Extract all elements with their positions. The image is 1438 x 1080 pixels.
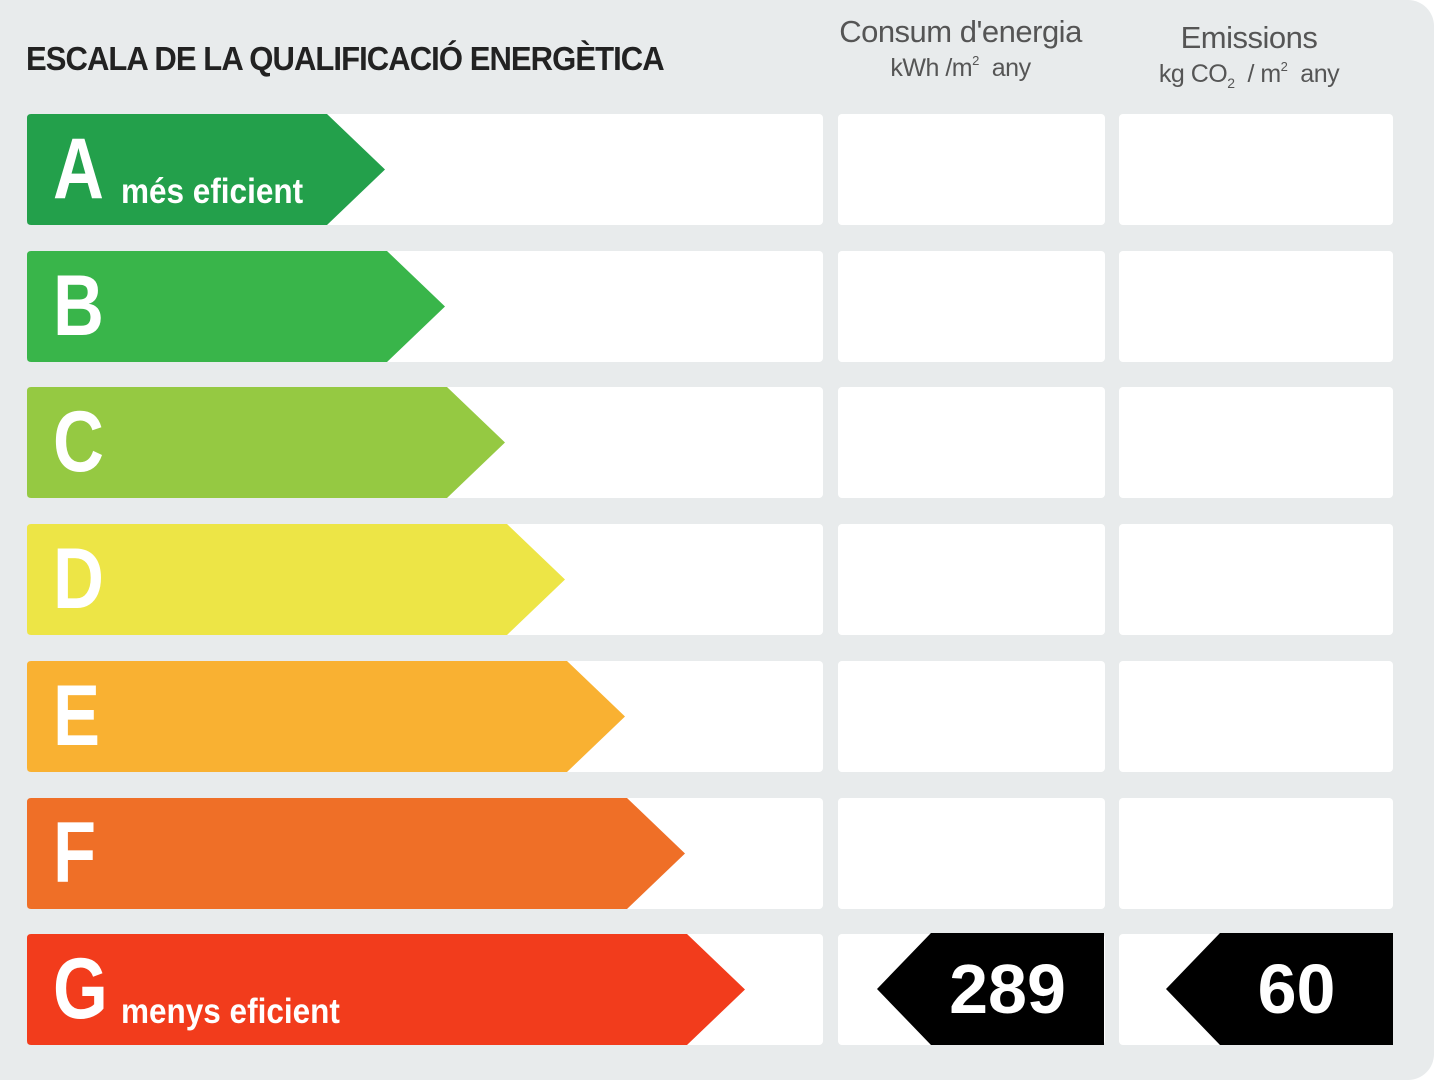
emissions-cell-c: [1119, 387, 1393, 498]
rating-letter-d: D: [53, 531, 104, 627]
rating-arrow-d: [27, 524, 565, 635]
rating-bar-c: C: [27, 387, 505, 498]
energy-cell-d: [838, 524, 1105, 635]
rating-bar-b: B: [27, 251, 445, 362]
energy-cell-e: [838, 661, 1105, 772]
emissions-column-title: Emissions: [1180, 20, 1318, 55]
rating-arrow-a: [27, 114, 385, 225]
energy-cell-c: [838, 387, 1105, 498]
energy-cell-b: [838, 251, 1105, 362]
emissions-column-unit: kg CO2 / m2 any: [1158, 58, 1340, 91]
emissions-cell-d: [1119, 524, 1393, 635]
energy-column-title: Consum d'energia: [839, 14, 1082, 49]
rating-arrow-b: [27, 251, 445, 362]
rating-bar-e: E: [27, 661, 625, 772]
emissions-cell-a: [1119, 114, 1393, 225]
emissions-cell-e: [1119, 661, 1393, 772]
energy-cell-f: [838, 798, 1105, 909]
rating-bar-f: F: [27, 798, 685, 909]
energy-value-badge: 289: [877, 933, 1104, 1045]
rating-arrow-e: [27, 661, 625, 772]
emissions-cell-b: [1119, 251, 1393, 362]
energy-column-header: Consum d'energia kWh /m2 any: [838, 14, 1083, 83]
energy-column-unit: kWh /m2 any: [890, 52, 1031, 82]
rating-bar-d: D: [27, 524, 565, 635]
rating-letter-f: F: [53, 805, 97, 901]
rating-arrow-f: [27, 798, 685, 909]
rating-letter-a: A: [53, 121, 104, 217]
energy-value-badge-value: 289: [949, 950, 1066, 1028]
rating-letter-e: E: [53, 668, 101, 764]
emissions-column-header: Emissions kg CO2 / m2 any: [1120, 20, 1378, 91]
rating-letter-b: B: [53, 258, 104, 354]
scale-title: ESCALA DE LA QUALIFICACIÓ ENERGÈTICA: [26, 40, 665, 77]
energy-cell-a: [838, 114, 1105, 225]
rating-letter-c: C: [53, 394, 104, 490]
rating-subtitle-g: menys eficient: [121, 992, 340, 1031]
emissions-cell-f: [1119, 798, 1393, 909]
rating-arrow-g: [27, 934, 745, 1045]
rating-arrow-c: [27, 387, 505, 498]
rating-letter-g: G: [53, 941, 108, 1037]
emissions-value-badge-value: 60: [1257, 950, 1336, 1028]
emissions-value-badge: 60: [1166, 933, 1393, 1045]
rating-subtitle-a: més eficient: [121, 172, 304, 211]
